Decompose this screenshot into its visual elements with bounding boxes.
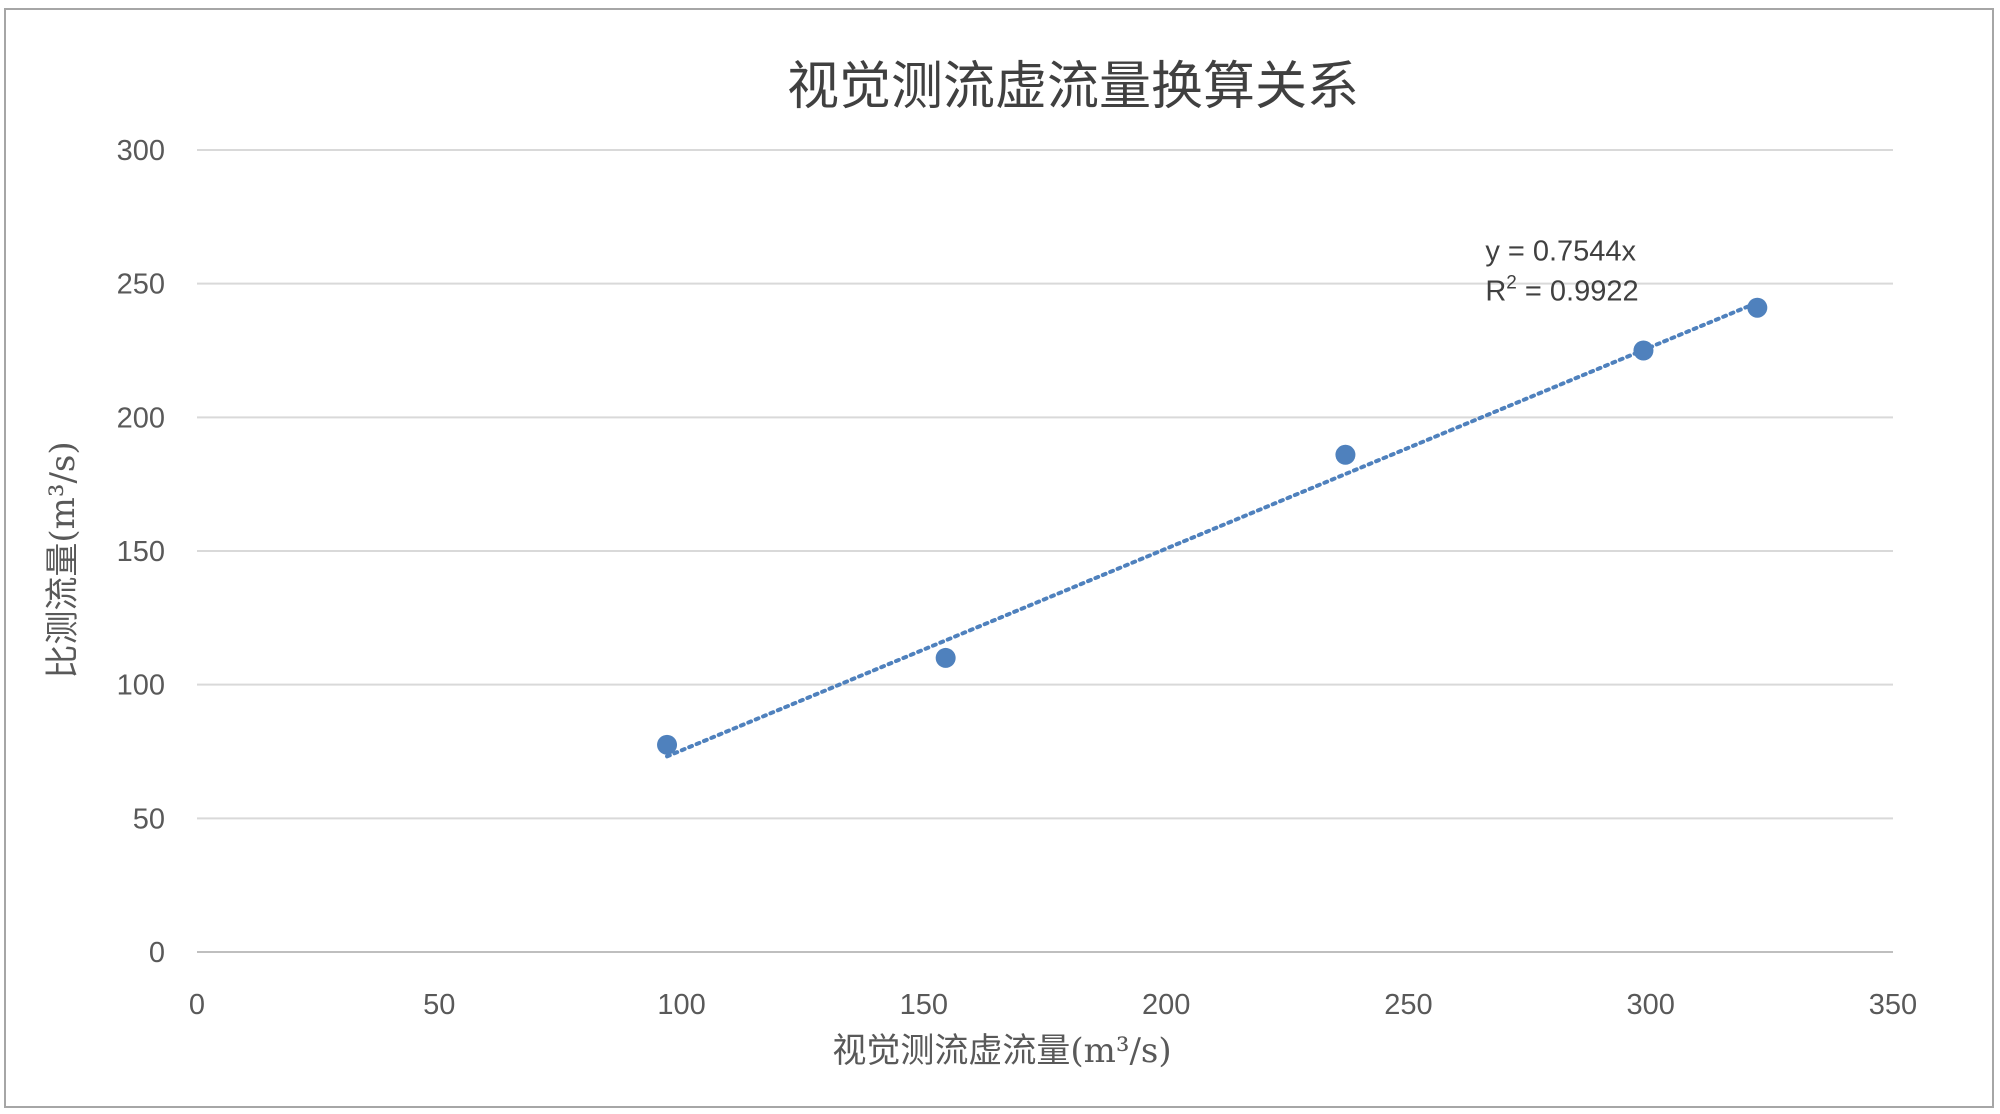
r2-prefix: R (1485, 276, 1506, 308)
data-point (1633, 340, 1654, 361)
y-tick-label: 250 (117, 269, 165, 301)
y-tick-label: 100 (117, 670, 165, 702)
data-point (657, 734, 678, 755)
x-tick-label: 150 (900, 989, 948, 1021)
x-tick-label: 300 (1627, 989, 1675, 1021)
x-tick-label: 100 (657, 989, 705, 1021)
data-points (657, 297, 1768, 755)
x-tick-label: 200 (1142, 989, 1190, 1021)
x-axis-tick-labels: 0 50 100 150 200 250 300 350 (189, 989, 1917, 1021)
y-tick-label: 200 (117, 402, 165, 434)
y-tick-label: 0 (149, 937, 165, 969)
trendline-equation: y = 0.7544x (1485, 236, 1636, 268)
chart-frame (4, 8, 1994, 1108)
gridlines (197, 149, 1893, 820)
y-axis-title: 比测流量(m³/s) (43, 441, 83, 678)
x-tick-label: 250 (1384, 989, 1432, 1021)
chart-title: 视觉测流虚流量换算关系 (787, 57, 1359, 117)
x-axis-title: 视觉测流虚流量(m³/s) (832, 1031, 1171, 1071)
trendline-r-squared: R2 = 0.9922 (1485, 273, 1638, 308)
trendline (665, 300, 1760, 759)
data-point (935, 647, 956, 668)
y-tick-label: 300 (117, 135, 165, 167)
x-tick-label: 0 (189, 989, 205, 1021)
x-tick-label: 350 (1869, 989, 1917, 1021)
y-axis-tick-labels: 0 50 100 150 200 250 300 (117, 135, 165, 969)
r2-value: = 0.9922 (1517, 276, 1639, 308)
y-tick-label: 150 (117, 536, 165, 568)
y-tick-label: 50 (133, 803, 165, 835)
data-point (1335, 444, 1356, 465)
x-tick-label: 50 (423, 989, 455, 1021)
r2-superscript: 2 (1506, 273, 1517, 294)
data-point (1747, 297, 1768, 318)
